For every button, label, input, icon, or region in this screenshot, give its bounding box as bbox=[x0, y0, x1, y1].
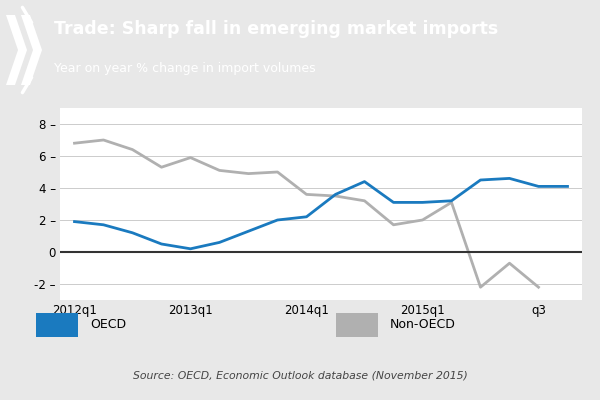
Text: Trade: Sharp fall in emerging market imports: Trade: Sharp fall in emerging market imp… bbox=[54, 20, 498, 38]
Text: Non-OECD: Non-OECD bbox=[390, 318, 456, 331]
Text: Source: OECD, Economic Outlook database (November 2015): Source: OECD, Economic Outlook database … bbox=[133, 371, 467, 381]
FancyBboxPatch shape bbox=[336, 313, 378, 336]
Text: Year on year % change in import volumes: Year on year % change in import volumes bbox=[54, 62, 316, 75]
Text: OECD: OECD bbox=[90, 318, 126, 331]
Polygon shape bbox=[21, 15, 42, 85]
Polygon shape bbox=[6, 15, 27, 85]
FancyBboxPatch shape bbox=[36, 313, 78, 336]
